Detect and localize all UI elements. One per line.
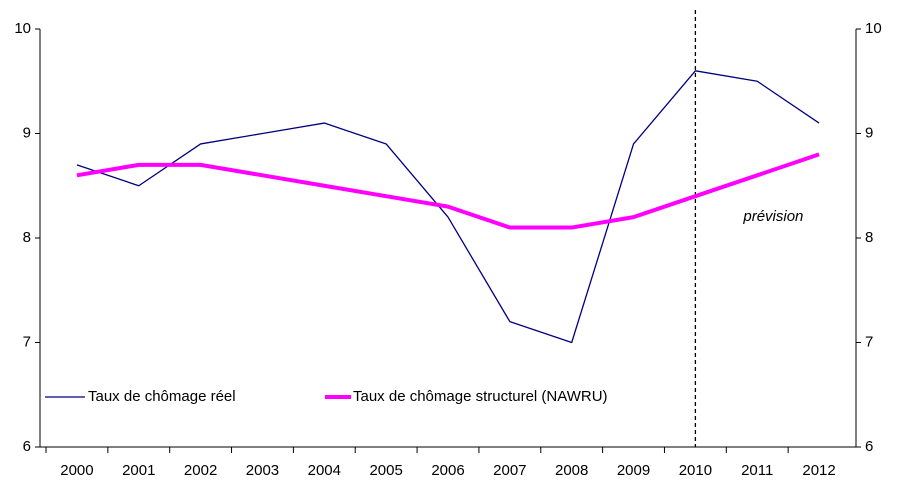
y-tick-label: 6 (23, 438, 31, 455)
y2-tick-label: 8 (865, 229, 873, 246)
y2-tick-label: 6 (865, 438, 873, 455)
x-tick-label: 2011 (741, 462, 773, 479)
series-line (76, 70, 820, 344)
y2-tick-label: 9 (865, 124, 873, 141)
y-tick-label: 8 (23, 229, 31, 246)
y-tick-label: 7 (23, 333, 31, 350)
annotation: prévision (742, 208, 803, 225)
y-tick-label: 9 (23, 124, 31, 141)
x-tick-label: 2007 (493, 462, 526, 479)
x-tick-label: 2008 (555, 462, 588, 479)
x-tick-label: 2000 (60, 462, 93, 479)
x-tick-label: 2001 (122, 462, 155, 479)
legend-label: Taux de chômage structurel (NAWRU) (353, 388, 608, 405)
x-tick-label: 2009 (617, 462, 650, 479)
x-tick-label: 2004 (308, 462, 341, 479)
y2-tick-label: 7 (865, 333, 873, 350)
series-line (76, 152, 820, 230)
x-tick-label: 2006 (431, 462, 464, 479)
legend-label: Taux de chômage réel (88, 388, 236, 405)
x-tick-label: 2005 (369, 462, 402, 479)
x-tick-label: 2010 (679, 462, 712, 479)
x-tick-label: 2003 (246, 462, 279, 479)
y-tick-label: 10 (14, 20, 31, 37)
y2-tick-label: 10 (865, 20, 882, 37)
x-tick-label: 2002 (184, 462, 217, 479)
x-tick-label: 2012 (802, 462, 835, 479)
